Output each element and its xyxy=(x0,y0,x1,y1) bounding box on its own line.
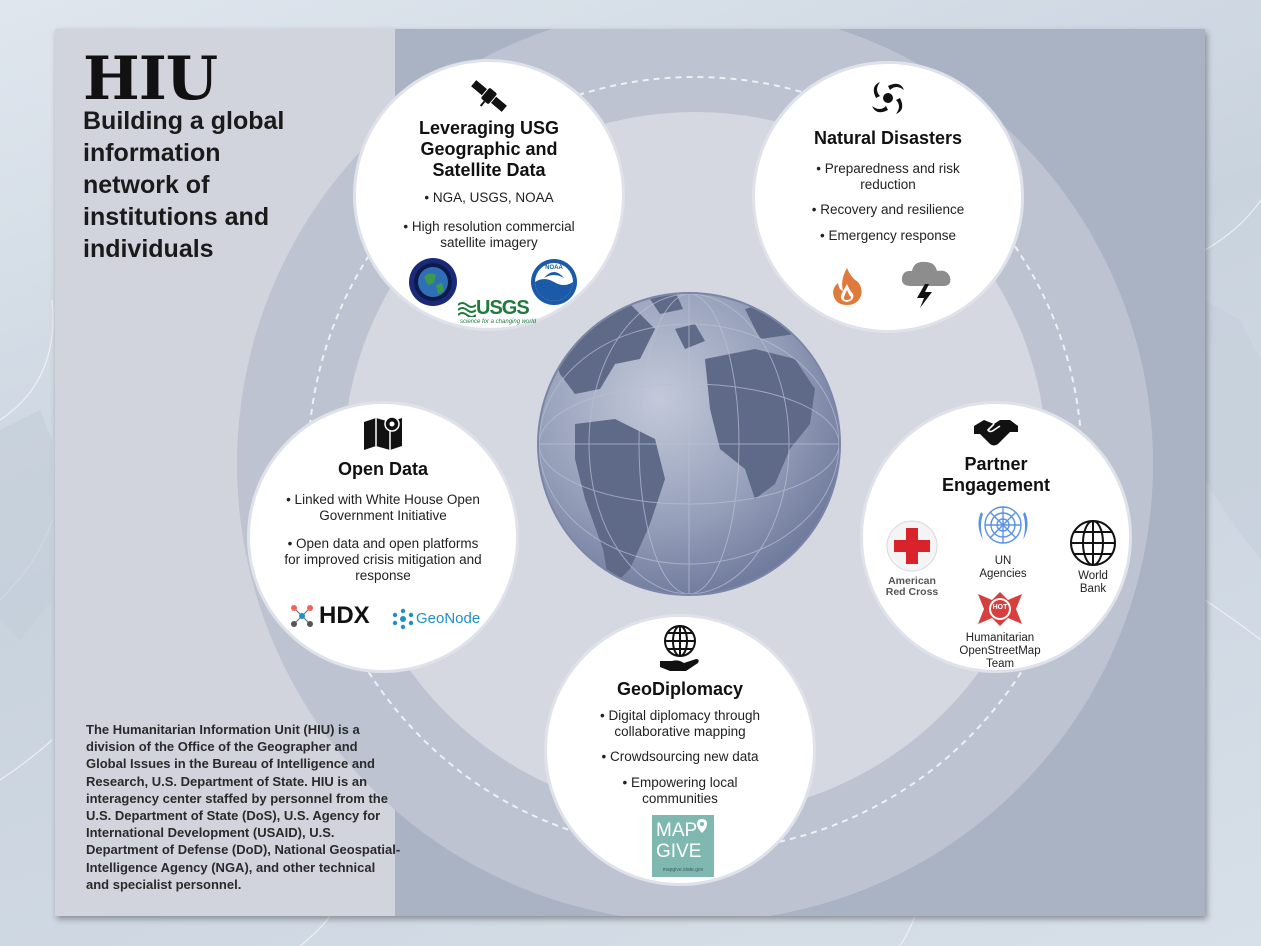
partner-engagement-node: Partner Engagement American Red Cross UN… xyxy=(860,401,1132,673)
red-cross-icon xyxy=(886,520,938,572)
open-data-node: Open Data • Linked with White House Open… xyxy=(247,401,519,673)
mapgive-line1: MAP xyxy=(656,820,698,841)
natural-disasters-node: Natural Disasters • Preparedness and ris… xyxy=(752,61,1024,333)
satellite-icon xyxy=(471,80,507,112)
node-title: Natural Disasters xyxy=(813,128,963,148)
node-bullet: • High resolution commercial satellite i… xyxy=(403,219,575,250)
usgs-tagline: science for a changing world xyxy=(460,319,537,325)
node-bullet: • Crowdsourcing new data xyxy=(601,749,759,764)
node-bullet: • Digital diplomacy through collaborativ… xyxy=(599,708,761,739)
hot-label: Humanitarian OpenStreetMap Team xyxy=(959,632,1041,670)
infographic-panel: HIU Building a global information networ… xyxy=(55,29,1205,916)
geonode-icon xyxy=(392,608,414,630)
usgs-logo: USGS science for a changing world xyxy=(458,297,536,327)
map-pin-icon xyxy=(364,416,402,450)
hot-badge-text: HOT xyxy=(992,604,1008,611)
noaa-seal-icon xyxy=(531,259,577,305)
node-bullet: • NGA, USGS, NOAA xyxy=(424,190,554,205)
node-title: Leveraging USG Geographic and Satellite … xyxy=(418,118,560,180)
mapgive-line2: GIVE xyxy=(656,841,702,862)
un-label: UN Agencies xyxy=(979,555,1027,580)
nga-seal-icon xyxy=(409,258,457,306)
hdx-wordmark: HDX xyxy=(319,602,370,629)
mapgive-pin-icon xyxy=(697,819,707,833)
world-bank-label: World Bank xyxy=(1078,570,1108,595)
node-title: Partner Engagement xyxy=(941,454,1051,495)
node-title: GeoDiplomacy xyxy=(616,679,744,699)
geonode-logo: GeoNode xyxy=(392,607,488,631)
globe-hand-icon xyxy=(660,625,699,671)
hdx-network-icon xyxy=(291,605,313,627)
handshake-icon xyxy=(974,420,1018,446)
noaa-logo: NOAA xyxy=(530,258,578,306)
node-bullet: • Open data and open platforms for impro… xyxy=(284,536,482,583)
usgs-wave-icon xyxy=(458,302,476,317)
page-title: HIU xyxy=(83,44,218,114)
storm-cloud-icon xyxy=(901,261,951,308)
usgs-wordmark: USGS xyxy=(476,297,530,319)
hiu-description: The Humanitarian Information Unit (HIU) … xyxy=(86,722,401,892)
mapgive-url: mapgive.state.gov xyxy=(662,867,704,873)
fire-icon xyxy=(833,268,862,305)
node-title: Open Data xyxy=(337,459,429,479)
node-bullet: • Linked with White House Open Governmen… xyxy=(286,492,480,523)
geonode-wordmark: GeoNode xyxy=(416,610,481,627)
mapgive-logo: MAP GIVE mapgive.state.gov xyxy=(652,815,714,877)
un-emblem-icon xyxy=(978,506,1028,544)
satellite-data-node: Leveraging USG Geographic and Satellite … xyxy=(353,59,625,331)
geodiplomacy-node: GeoDiplomacy • Digital diplomacy through… xyxy=(544,614,816,886)
node-bullet: • Emergency response xyxy=(819,228,957,243)
node-bullet: • Preparedness and risk reduction xyxy=(816,161,960,192)
hdx-logo: HDX xyxy=(288,602,382,632)
hurricane-icon xyxy=(872,82,904,114)
node-bullet: • Recovery and resilience xyxy=(811,202,965,217)
hot-logo-icon xyxy=(978,592,1022,626)
node-bullet: • Empowering local communities xyxy=(622,775,738,806)
globe-grid-icon xyxy=(1070,520,1116,566)
red-cross-label: American Red Cross xyxy=(885,575,939,598)
noaa-wordmark: NOAA xyxy=(545,265,563,271)
page-subtitle: Building a global information network of… xyxy=(83,107,285,263)
